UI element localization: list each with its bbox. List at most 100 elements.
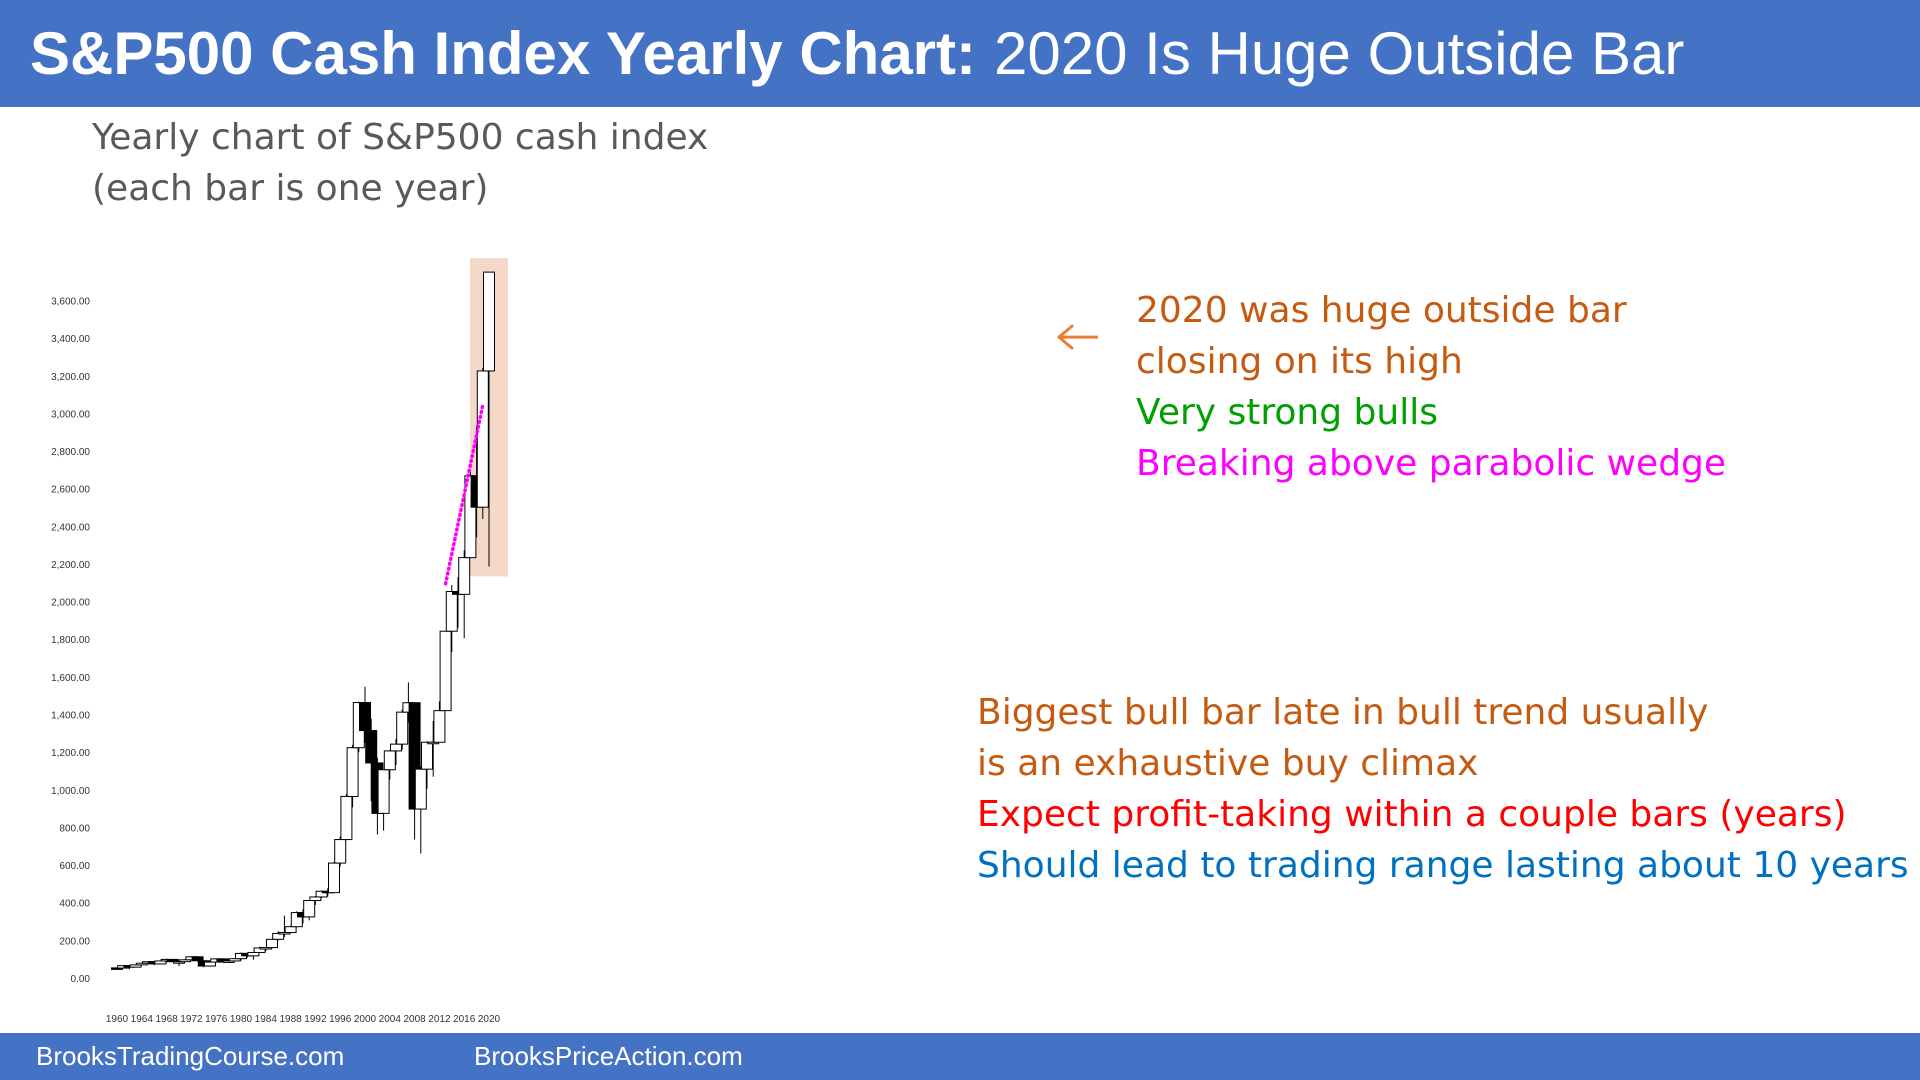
y-tick-label: 2,800.00	[51, 447, 90, 458]
candle-body-2017	[464, 475, 477, 559]
x-tick-label: 1968	[155, 1014, 178, 1025]
annotation-biggest-bull-bar: Biggest bull bar late in bull trend usua…	[977, 692, 1709, 733]
y-tick-label: 200.00	[59, 936, 90, 947]
candle-body-2016	[458, 557, 471, 595]
annotation-closing-high: closing on its high	[1136, 341, 1463, 382]
title-bar: S&P500 Cash Index Yearly Chart: 2020 Is …	[0, 0, 1920, 107]
candle-body-1989	[290, 912, 303, 928]
candle-body-1973	[191, 956, 204, 962]
x-tick-label: 2016	[453, 1014, 476, 1025]
y-tick-label: 1,200.00	[51, 748, 90, 759]
candle-body-1985	[266, 938, 278, 949]
candle-body-1988	[284, 926, 297, 934]
annotation-bottom: Biggest bull bar late in bull trend usua…	[977, 687, 1909, 891]
candle-body-1997	[340, 795, 353, 841]
candle-body-2006	[396, 711, 409, 745]
candle-body-2009	[414, 768, 427, 810]
candle-body-1998	[346, 747, 359, 797]
x-tick-label: 2020	[478, 1014, 501, 1025]
annotation-profit-taking: Expect profit-taking within a couple bar…	[977, 794, 1847, 835]
candle-body-1987	[278, 932, 291, 935]
candle-body-2013	[439, 630, 452, 712]
candle-body-1984	[259, 947, 272, 950]
candle-body-1971	[179, 959, 192, 963]
x-tick-label: 2004	[379, 1014, 402, 1025]
footer-link-brookspriceaction[interactable]: BrooksPriceAction.com	[474, 1041, 743, 1071]
x-tick-label: 1984	[255, 1014, 278, 1025]
candle-body-1982	[247, 951, 260, 957]
y-tick-label: 2,400.00	[51, 522, 90, 533]
y-tick-label: 3,400.00	[51, 334, 90, 345]
candle-body-2014	[445, 590, 458, 632]
x-tick-label: 1964	[131, 1014, 154, 1025]
x-tick-label: 1972	[180, 1014, 203, 1025]
parabolic-wedge-line	[443, 403, 485, 586]
annotation-buy-climax: is an exhaustive buy climax	[977, 743, 1479, 784]
y-tick-label: 2,000.00	[51, 598, 90, 609]
annotation-top: 2020 was huge outside bar closing on its…	[1136, 285, 1726, 489]
candle-body-2012	[433, 710, 446, 743]
candle-body-2001	[365, 730, 378, 764]
y-tick-label: 1,600.00	[51, 673, 90, 684]
x-tick-label: 2008	[403, 1014, 426, 1025]
x-tick-label: 1988	[279, 1014, 302, 1025]
y-tick-label: 800.00	[59, 823, 90, 834]
candle-body-1964	[135, 962, 148, 966]
candle-body-2020	[483, 271, 495, 372]
candle-body-1983	[253, 947, 266, 953]
candle-body-2008	[408, 702, 421, 810]
candle-body-1960	[111, 967, 123, 970]
title-bold: S&P500 Cash Index Yearly Chart:	[30, 20, 976, 87]
y-tick-label: 2,200.00	[51, 560, 90, 571]
x-tick-label: 1980	[230, 1014, 253, 1025]
subtitle-line-1: Yearly chart of S&P500 cash index	[92, 117, 709, 158]
y-tick-label: 1,400.00	[51, 711, 90, 722]
candle-body-1969	[166, 958, 179, 963]
annotation-strong-bulls: Very strong bulls	[1136, 392, 1438, 433]
x-tick-label: 1976	[205, 1014, 228, 1025]
y-tick-label: 2,600.00	[51, 485, 90, 496]
subtitle-line-2: (each bar is one year)	[92, 168, 489, 209]
footer: BrooksTradingCourse.com BrooksPriceActio…	[0, 1033, 1920, 1080]
candle-body-1996	[334, 839, 347, 864]
y-tick-label: 600.00	[59, 861, 90, 872]
candle-body-2011	[427, 741, 440, 745]
title-rest: 2020 Is Huge Outside Bar	[994, 20, 1685, 87]
candle-body-2010	[421, 741, 433, 770]
x-tick-label: 2000	[354, 1014, 377, 1025]
y-tick-label: 400.00	[59, 899, 90, 910]
footer-link-brookstradingcourse[interactable]: BrooksTradingCourse.com	[36, 1041, 345, 1071]
candle-body-1975	[204, 961, 216, 967]
candle-body-1992	[309, 896, 322, 902]
candle-body-2019	[476, 370, 489, 508]
candle-body-1978	[222, 960, 235, 963]
candle-body-1963	[129, 964, 142, 968]
candle-body-2005	[390, 743, 402, 752]
x-tick-label: 1992	[304, 1014, 327, 1025]
candle-body-2003	[377, 769, 390, 814]
x-tick-label: 1996	[329, 1014, 352, 1025]
y-tick-label: 3,600.00	[51, 296, 90, 307]
y-tick-label: 3,000.00	[51, 409, 90, 420]
candle-body-1986	[272, 932, 285, 940]
y-tick-label: 1,000.00	[51, 786, 90, 797]
candle-body-2004	[383, 750, 396, 771]
x-tick-label: 1960	[106, 1014, 129, 1025]
candle-body-1995	[328, 862, 340, 894]
y-tick-label: 1,800.00	[51, 635, 90, 646]
annotation-outside-bar: 2020 was huge outside bar	[1136, 290, 1627, 331]
arrow-head	[1057, 324, 1074, 350]
candle-body-1977	[216, 958, 229, 962]
candle-body-1979	[228, 958, 241, 962]
annotation-trading-range: Should lead to trading range lasting abo…	[977, 845, 1909, 886]
candle-body-1970	[173, 961, 185, 964]
x-tick-label: 2012	[428, 1014, 451, 1025]
candle-body-2000	[359, 702, 371, 732]
y-tick-label: 3,200.00	[51, 372, 90, 383]
candle-body-1991	[303, 900, 316, 918]
y-tick-label: 0.00	[71, 974, 91, 985]
candle-body-1967	[154, 960, 167, 965]
chart-description: Yearly chart of S&P500 cash index (each …	[92, 112, 708, 214]
candle-body-1993	[315, 890, 328, 898]
